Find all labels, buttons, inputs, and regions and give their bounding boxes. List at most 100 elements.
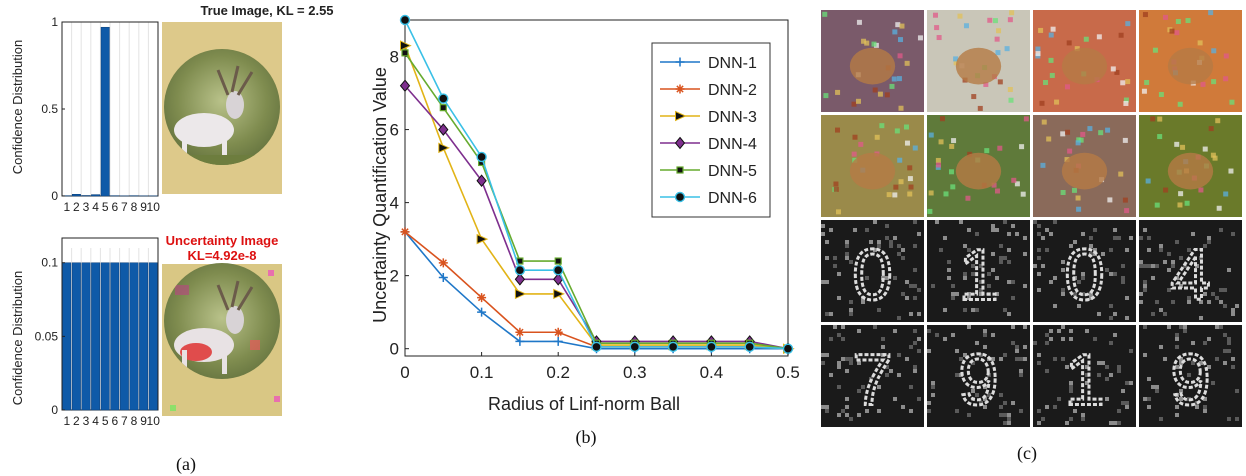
data-point [553, 336, 563, 346]
chart-a-top-bars [62, 26, 158, 197]
x-tick-label: 2 [73, 200, 80, 214]
chart-b-xlabel: Radius of Linf-norm Ball [488, 394, 680, 414]
x-tick-label: 0.4 [700, 363, 724, 382]
digit-glyph: 9 [1170, 341, 1210, 421]
mnist-tile: 0 [1033, 220, 1136, 322]
x-tick-label: 6 [111, 414, 118, 428]
y-tick-label: 4 [390, 194, 399, 213]
bar [71, 194, 81, 197]
x-tick-label: 4 [92, 414, 99, 428]
bar [148, 262, 158, 411]
data-point [515, 327, 525, 337]
x-tick-label: 0.5 [776, 363, 800, 382]
legend-label: DNN-6 [708, 190, 757, 207]
digit-glyph: 4 [1170, 236, 1210, 316]
data-point [477, 307, 487, 317]
cifar-tile [927, 10, 1030, 112]
digit-glyph: 9 [958, 341, 998, 421]
panel-c-image-grid: 0 1 0 47 9 1 9 [821, 10, 1242, 427]
data-point [629, 341, 640, 353]
legend-marker [675, 110, 687, 122]
chart-b-series [399, 14, 795, 355]
series-line [404, 231, 789, 350]
x-tick-label: 9 [140, 414, 147, 428]
y-tick-label: 0.05 [35, 329, 59, 343]
x-tick-label: 7 [121, 200, 128, 214]
digit-glyph: 7 [852, 341, 892, 421]
image-uncertainty-deer [162, 263, 282, 416]
mnist-tile: 4 [1139, 220, 1242, 322]
x-tick-label: 9 [140, 200, 147, 214]
x-tick-label: 5 [102, 414, 109, 428]
mnist-tile: 0 [821, 220, 924, 322]
data-point [515, 336, 525, 346]
bar [139, 262, 149, 411]
legend-marker [674, 136, 686, 150]
y-tick-label: 0 [390, 340, 399, 359]
y-tick-label: 0 [51, 189, 58, 203]
cifar-tile [1139, 10, 1242, 112]
data-point [401, 49, 409, 57]
image-true-deer [162, 22, 282, 194]
legend-label: DNN-2 [708, 82, 757, 99]
data-point [706, 341, 717, 353]
y-tick-label: 1 [51, 15, 58, 29]
cifar-tile [821, 115, 924, 217]
data-point [476, 233, 489, 245]
panel-a-bottom: Uncertainty Image KL=4.92e-8 Confidence … [10, 233, 278, 428]
x-tick-label: 8 [131, 414, 138, 428]
data-point [438, 142, 451, 154]
x-tick-label: 1 [63, 200, 70, 214]
y-tick-label: 8 [390, 48, 399, 67]
data-point [667, 341, 679, 353]
data-point [438, 93, 449, 104]
x-tick-label: 6 [111, 200, 118, 214]
bar [110, 262, 120, 411]
y-tick-label: 0 [51, 403, 58, 417]
bar [81, 262, 91, 411]
chart-a-bottom-xticks: 1 2 3 4 5 6 7 8 9 10 [63, 414, 160, 428]
x-tick-label: 5 [102, 200, 109, 214]
data-point [400, 227, 410, 237]
digit-glyph: 1 [1064, 341, 1104, 421]
legend-marker [675, 84, 685, 94]
x-tick-label: 10 [147, 200, 161, 214]
x-tick-label: 0 [400, 363, 409, 382]
panel-a-top: True Image, KL = 2.55 Confidence Distrib… [10, 3, 334, 214]
bar [71, 262, 81, 411]
data-point [514, 264, 526, 276]
bar [129, 262, 139, 411]
cifar-tile [1033, 115, 1136, 217]
chart-b-frame [404, 19, 789, 357]
series-dnn-6 [399, 14, 794, 354]
cifar-tile [1033, 10, 1136, 112]
data-point [438, 123, 449, 136]
data-point [439, 104, 447, 112]
data-point [399, 14, 411, 26]
digit-glyph: 0 [852, 236, 892, 316]
y-tick-label: 0.1 [41, 256, 58, 270]
x-tick-label: 2 [73, 414, 80, 428]
legend-marker [675, 57, 685, 67]
data-point [514, 273, 526, 286]
mnist-tile: 1 [1033, 325, 1136, 427]
bar [81, 195, 91, 197]
cifar-tile [1139, 115, 1242, 217]
series-line [404, 231, 788, 350]
legend-marker [674, 191, 686, 203]
chart-a-bottom-title: Uncertainty Image [166, 233, 279, 248]
digit-glyph: 1 [958, 236, 998, 316]
cifar-tile [821, 10, 924, 112]
x-tick-label: 8 [131, 200, 138, 214]
digit-glyph: 0 [1064, 236, 1104, 316]
legend-label: DNN-5 [708, 163, 757, 180]
mnist-tile: 9 [1139, 325, 1242, 427]
data-point [591, 341, 602, 353]
bar [100, 262, 110, 411]
data-point [476, 151, 487, 163]
chart-a-top-grid [61, 22, 159, 196]
data-point [782, 343, 794, 354]
caption-b: (b) [576, 427, 597, 448]
legend-label: DNN-3 [708, 109, 757, 126]
